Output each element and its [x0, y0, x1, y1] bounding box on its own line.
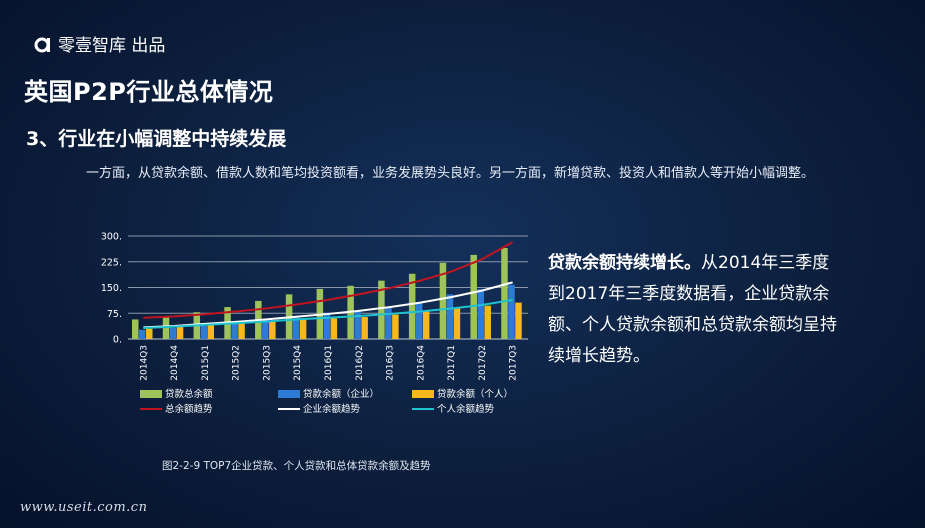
bar-corp — [415, 302, 423, 339]
x-tick-label: 2015Q4 — [293, 345, 303, 381]
x-tick-label: 2016Q3 — [386, 345, 396, 381]
y-tick-label: 225. — [101, 257, 122, 268]
trend-line-total — [143, 241, 514, 319]
side-summary-body: 从2014年三季度到2017年三季度数据看，企业贷款余额、个人贷款余额和总贷款余… — [548, 253, 837, 366]
x-tick-label: 2016Q4 — [416, 345, 426, 381]
y-tick-label: 0. — [113, 335, 122, 346]
bar-personal — [299, 318, 307, 339]
x-tick-label: 2017Q2 — [478, 345, 488, 381]
legend-label: 贷款余额（企业） — [303, 388, 379, 400]
legend-swatch — [140, 390, 162, 398]
brand-logo: 零壹智库 出品 — [34, 31, 165, 56]
legend-label: 企业余额趋势 — [303, 403, 361, 415]
bar-corp — [385, 307, 392, 339]
bar-corp — [323, 312, 331, 339]
bar-corp — [508, 284, 515, 339]
y-tick-label: 75. — [107, 309, 122, 320]
section-subtitle: 3、行业在小幅调整中持续发展 — [26, 128, 287, 150]
bar-corp — [477, 289, 484, 339]
legend-label: 贷款余额（个人） — [437, 388, 513, 400]
x-tick-label: 2014Q3 — [139, 345, 149, 381]
bar-corp — [231, 322, 238, 339]
trend-line-corp — [143, 281, 513, 329]
bar-total — [408, 273, 416, 339]
x-tick-label: 2017Q1 — [447, 345, 457, 381]
x-tick-label: 2015Q1 — [201, 345, 211, 381]
bar-corp — [139, 329, 146, 339]
bar-total — [439, 262, 447, 339]
x-tick-label: 2016Q2 — [355, 345, 365, 381]
x-tick-label: 2015Q2 — [232, 345, 242, 381]
bar-personal — [453, 308, 461, 339]
logo-icon — [34, 37, 50, 52]
bar-corp — [292, 315, 300, 339]
bar-personal — [269, 321, 276, 339]
page-title: 英国P2P行业总体情况 — [24, 78, 274, 106]
x-tick-label: 2015Q3 — [262, 345, 272, 381]
bar-personal — [361, 317, 368, 339]
bar-corp — [354, 310, 361, 339]
trend-line-personal — [143, 298, 513, 330]
bar-total — [470, 254, 477, 339]
legend-label: 总余额趋势 — [165, 403, 213, 415]
bar-personal — [146, 328, 153, 339]
bar-corp — [262, 319, 269, 339]
bar-personal — [484, 305, 491, 339]
bar-personal — [422, 311, 430, 339]
bar-corp — [446, 294, 454, 339]
y-tick-label: 150. — [101, 283, 122, 294]
side-summary: 贷款余额持续增长。从2014年三季度到2017年三季度数据看，企业贷款余额、个人… — [548, 248, 838, 372]
footer-url: www.useit.com.cn — [20, 500, 148, 515]
legend-swatch — [412, 390, 434, 398]
bar-personal — [207, 325, 215, 339]
bar-corp — [200, 325, 208, 339]
bar-total — [378, 280, 385, 339]
legend-label: 贷款总余额 — [165, 388, 213, 400]
bar-total — [132, 319, 139, 339]
x-tick-label: 2016Q1 — [324, 345, 334, 381]
bar-personal — [176, 326, 184, 339]
bar-personal — [238, 323, 245, 339]
x-tick-label: 2017Q3 — [509, 345, 519, 381]
x-tick-label: 2014Q4 — [170, 345, 180, 381]
intro-paragraph: 一方面，从贷款余额、借款人数和笔均投资额看，业务发展势头良好。另一方面，新增贷款… — [86, 166, 815, 181]
y-tick-label: 300. — [101, 232, 122, 243]
legend-swatch — [278, 390, 300, 398]
bar-corp — [169, 328, 177, 339]
bar-personal — [392, 314, 399, 339]
side-summary-lead: 贷款余额持续增长。 — [548, 253, 701, 273]
bar-personal — [330, 318, 338, 339]
bar-total — [501, 248, 508, 339]
bar-personal — [515, 302, 522, 339]
brand-text: 零壹智库 出品 — [58, 36, 166, 56]
legend-label: 个人余额趋势 — [437, 403, 495, 415]
figure-caption: 图2-2-9 TOP7企业贷款、个人贷款和总体贷款余额及趋势 — [162, 460, 431, 472]
